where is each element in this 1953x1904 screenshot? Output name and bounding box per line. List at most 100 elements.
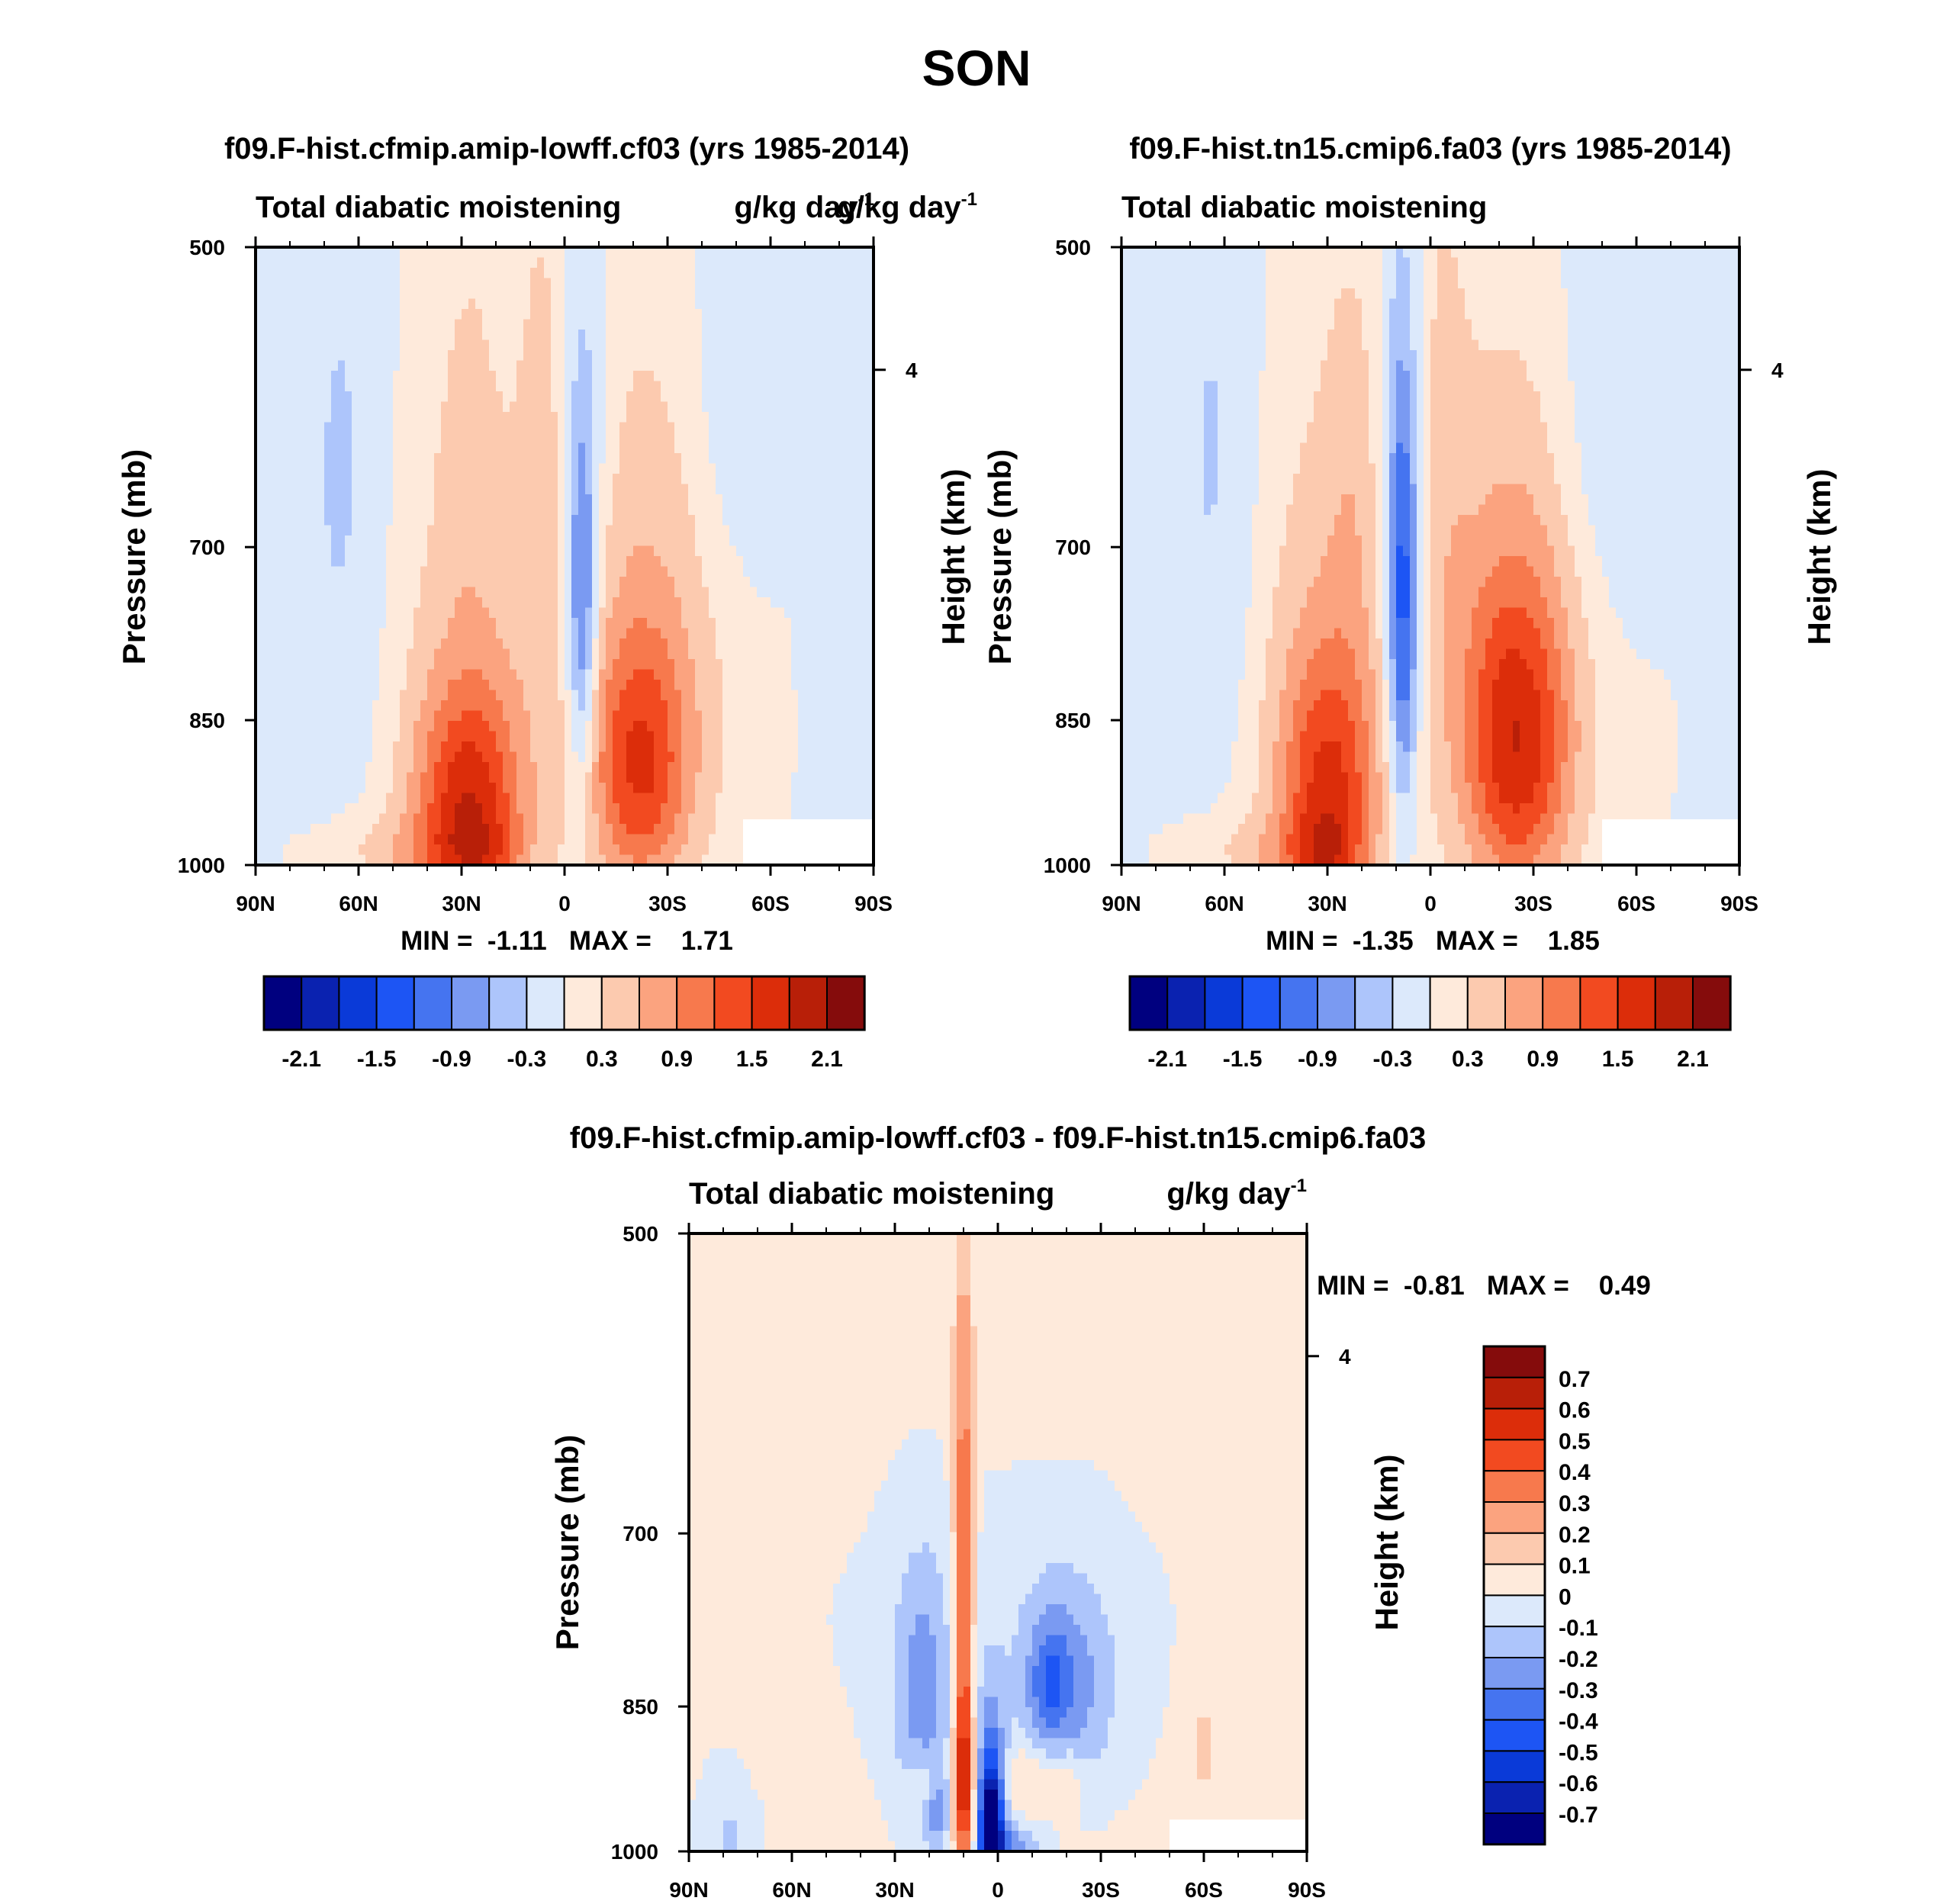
field-cell (839, 494, 847, 506)
field-cell (750, 680, 758, 691)
field-cell (729, 247, 737, 259)
field-cell (276, 339, 284, 351)
field-cell (585, 463, 593, 474)
field-cell (407, 803, 414, 815)
field-cell (482, 772, 490, 783)
field-cell (551, 319, 558, 330)
field-cell (413, 494, 421, 506)
field-cell (503, 268, 510, 279)
field-cell (530, 772, 538, 783)
field-cell (736, 762, 744, 774)
field-cell (839, 257, 847, 269)
field-cell (262, 793, 270, 804)
field-cell (290, 371, 298, 382)
field-cell (365, 319, 373, 330)
field-cell (324, 268, 332, 279)
field-cell (709, 638, 716, 650)
field-cell (427, 247, 435, 259)
field-cell (565, 422, 572, 433)
field-cell (352, 298, 359, 310)
field-cell (523, 700, 531, 712)
field-cell (317, 731, 325, 742)
field-cell (482, 659, 490, 671)
field-cell (386, 607, 394, 619)
field-cell (702, 309, 709, 320)
field-cell (510, 793, 517, 804)
field-cell (448, 391, 455, 403)
field-cell (812, 257, 819, 269)
field-cell (819, 669, 826, 680)
field-cell (372, 453, 380, 465)
field-cell (606, 350, 613, 362)
field-cell (606, 741, 613, 753)
field-cell (674, 710, 682, 722)
field-cell (839, 484, 847, 495)
field-cell (674, 556, 682, 568)
field-cell (784, 309, 792, 320)
field-cell (386, 618, 394, 629)
field-cell (420, 607, 428, 619)
field-cell (606, 690, 613, 701)
field-cell (365, 381, 373, 392)
field-cell (702, 618, 709, 629)
field-cell (839, 648, 847, 660)
field-cell (578, 587, 586, 598)
field-cell (791, 556, 799, 568)
field-cell (537, 710, 545, 722)
field-cell (475, 330, 483, 341)
field-cell (475, 556, 483, 568)
field-cell (626, 659, 634, 671)
field-cell (640, 257, 648, 269)
field-cell (764, 298, 771, 310)
field-cell (359, 710, 366, 722)
field-cell (530, 648, 538, 660)
field-cell (812, 453, 819, 465)
field-cell (599, 577, 606, 588)
field-cell (832, 484, 840, 495)
field-cell (455, 566, 462, 577)
field-cell (729, 803, 737, 815)
field-cell (764, 278, 771, 289)
field-cell (372, 371, 380, 382)
field-cell (482, 566, 490, 577)
field-cell (523, 710, 531, 722)
field-cell (359, 721, 366, 732)
field-cell (777, 618, 785, 629)
field-cell (674, 442, 682, 454)
field-cell (496, 381, 504, 392)
field-cell (503, 751, 510, 763)
field-cell (722, 556, 730, 568)
field-cell (537, 319, 545, 330)
field-cell (434, 247, 442, 259)
field-cell (805, 350, 812, 362)
field-cell (523, 381, 531, 392)
field-cell (523, 556, 531, 568)
field-cell (805, 618, 812, 629)
field-cell (791, 257, 799, 269)
field-cell (290, 741, 298, 753)
field-cell (853, 638, 861, 650)
field-cell (599, 741, 606, 753)
field-cell (455, 628, 462, 639)
field-cell (434, 710, 442, 722)
field-cell (530, 257, 538, 269)
field-cell (503, 577, 510, 588)
field-cell (283, 474, 291, 485)
field-cell (592, 690, 600, 701)
field-cell (434, 783, 442, 794)
field-cell (276, 433, 284, 444)
field-cell (331, 618, 339, 629)
field-cell (359, 360, 366, 371)
field-cell (331, 504, 339, 516)
field-cell (365, 597, 373, 609)
field-cell (475, 710, 483, 722)
field-cell (757, 669, 764, 680)
field-cell (709, 278, 716, 289)
field-cell (448, 669, 455, 680)
field-cell (633, 525, 641, 536)
field-cell (462, 474, 469, 485)
field-cell (592, 525, 600, 536)
field-cell (407, 751, 414, 763)
field-cell (475, 433, 483, 444)
field-cell (441, 401, 449, 413)
